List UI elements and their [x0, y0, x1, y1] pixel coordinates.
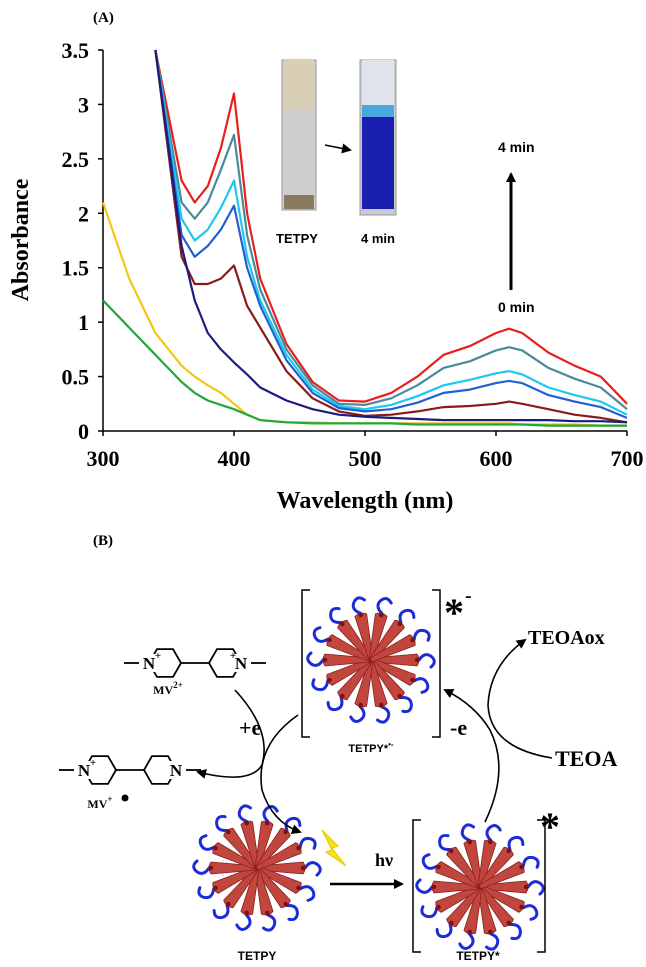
atom: + [155, 650, 161, 662]
micelle [194, 805, 321, 931]
tail [352, 597, 367, 615]
tail [376, 597, 391, 615]
x-tick-label: 600 [480, 446, 513, 471]
molecule-label-text: MV [153, 683, 173, 697]
y-tick-label: 1 [78, 310, 89, 335]
y-axis-label: Absorbance [8, 178, 34, 301]
inset-label: 4 min [361, 231, 395, 246]
micelle-label-sup: •- [388, 740, 394, 749]
micelle-label-text: TETPY* [348, 743, 388, 755]
tail [417, 880, 432, 892]
molecule-label-sup: + [107, 794, 112, 804]
star: * [444, 590, 464, 635]
annotation: 4 min [498, 139, 535, 155]
molecule-label-sup: 2+ [173, 680, 183, 690]
tail [419, 655, 434, 667]
tail [485, 824, 500, 842]
tail [375, 706, 390, 724]
panel-label: (B) [93, 533, 113, 549]
molecule-label: MV2+ [153, 680, 183, 697]
micelle [417, 824, 544, 950]
figure: (A) Absorbance Wavelength (nm) TETPY 4 m… [0, 0, 646, 967]
annotation: 0 min [498, 299, 535, 315]
molecule-label-text: MV [87, 797, 107, 811]
tail [461, 824, 476, 842]
tail [308, 653, 323, 665]
tail [459, 932, 474, 950]
micelle-label: TETPY [238, 949, 277, 963]
x-tick-label: 400 [218, 446, 251, 471]
y-tick-label: 2 [78, 201, 89, 226]
data-line [103, 300, 627, 425]
electron-label: -e [450, 715, 467, 740]
micelle-label: TETPY* [456, 949, 500, 963]
atom: + [230, 650, 236, 662]
panel-label: (A) [93, 10, 114, 26]
tail [194, 861, 209, 873]
head-tip [323, 658, 327, 662]
tail [236, 913, 251, 931]
tail [305, 863, 320, 875]
reagent: TEOA [555, 746, 617, 771]
electron-label: +e [239, 715, 262, 740]
y-tick-label: 0 [78, 419, 89, 444]
charge: - [465, 585, 472, 607]
reagent: TEOAox [528, 627, 605, 649]
page: {"chart_data": {"type": "line", "panel_l… [0, 0, 646, 967]
micelle [308, 597, 435, 723]
light-label: hν [375, 850, 393, 870]
micelles [194, 597, 544, 950]
head-tip [524, 885, 528, 889]
tail [350, 705, 365, 723]
light-bolt [322, 830, 346, 866]
head-tip [415, 658, 419, 662]
x-tick-label: 300 [87, 446, 120, 471]
y-tick-label: 0.5 [62, 365, 90, 390]
inset-arrow [325, 145, 350, 150]
tail [238, 805, 253, 823]
star: * [540, 804, 560, 849]
tail [484, 933, 499, 951]
tail [528, 882, 543, 894]
x-tick-label: 700 [611, 446, 644, 471]
y-tick-label: 3.5 [62, 38, 90, 63]
head-tip [301, 866, 305, 870]
micelle-label: TETPY*•- [348, 740, 394, 755]
radical-dot [122, 795, 129, 802]
head-tip [432, 885, 436, 889]
inset-label: TETPY [276, 231, 318, 246]
head-tip [209, 866, 213, 870]
y-tick-label: 2.5 [62, 147, 90, 172]
tail [261, 914, 276, 932]
y-tick-label: 1.5 [62, 256, 90, 281]
x-axis-label: Wavelength (nm) [277, 488, 454, 514]
x-tick-label: 500 [349, 446, 382, 471]
atom: + [90, 757, 96, 769]
inset-photo [282, 60, 396, 215]
atom: N [235, 654, 248, 673]
y-tick-label: 3 [78, 92, 89, 117]
atom: N [170, 761, 183, 780]
molecule-label: MV+ [87, 794, 112, 811]
